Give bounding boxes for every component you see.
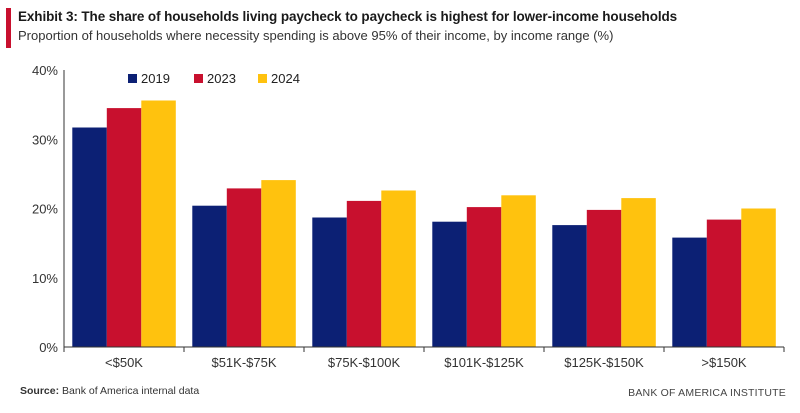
title-accent-bar <box>6 8 11 48</box>
source-note: Source: Bank of America internal data <box>20 385 199 397</box>
x-tick-label: $101K-$125K <box>444 355 524 370</box>
bar-2023 <box>226 188 262 347</box>
legend-label-2019: 2019 <box>141 71 170 86</box>
y-tick-label: 0% <box>39 340 58 355</box>
legend-label-2024: 2024 <box>271 71 300 86</box>
bar-2023 <box>706 219 742 347</box>
bar-2019 <box>312 217 347 347</box>
legend-swatch-2023 <box>194 74 203 83</box>
bar-2024 <box>741 208 776 347</box>
chart-title: Exhibit 3: The share of households livin… <box>18 9 678 24</box>
y-tick-label: 40% <box>32 63 58 78</box>
bar-2019 <box>72 127 107 347</box>
source-text: Bank of America internal data <box>62 385 200 397</box>
bar-2024 <box>261 180 296 347</box>
bar-2019 <box>432 221 467 347</box>
bar-2023 <box>106 108 142 347</box>
bar-2024 <box>381 190 416 347</box>
x-tick-label: $125K-$150K <box>564 355 644 370</box>
bar-2023 <box>586 209 622 347</box>
bar-2024 <box>141 100 176 347</box>
legend-swatch-2024 <box>258 74 267 83</box>
x-tick-label: $51K-$75K <box>211 355 276 370</box>
bar-2019 <box>672 237 707 347</box>
brand-logo-text: BANK OF AMERICA INSTITUTE <box>628 387 786 399</box>
y-tick-label: 30% <box>32 132 58 147</box>
legend-swatch-2019 <box>128 74 137 83</box>
x-tick-label: <$50K <box>105 355 143 370</box>
bar-2023 <box>466 207 502 347</box>
source-label: Source: <box>20 385 60 397</box>
legend-label-2023: 2023 <box>207 71 236 86</box>
x-tick-label: >$150K <box>701 355 747 370</box>
chart-subtitle: Proportion of households where necessity… <box>18 28 614 43</box>
bar-2019 <box>552 225 587 347</box>
bar-2023 <box>346 200 382 347</box>
y-tick-label: 10% <box>32 271 58 286</box>
bar-2019 <box>192 205 227 347</box>
bar-2024 <box>501 195 536 347</box>
bar-2024 <box>621 198 656 347</box>
y-tick-label: 20% <box>32 202 58 217</box>
x-tick-label: $75K-$100K <box>328 355 401 370</box>
